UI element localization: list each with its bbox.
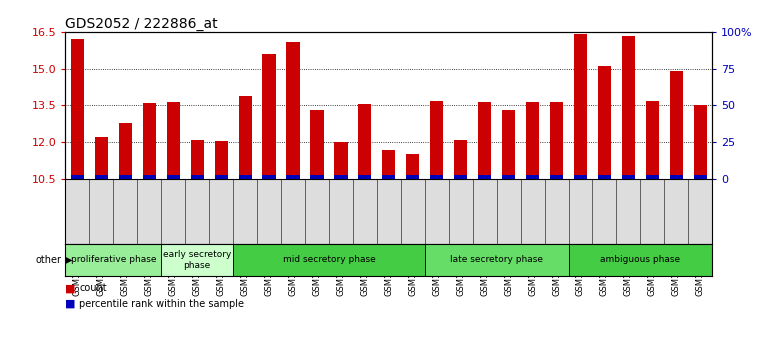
- Bar: [574, 175, 587, 179]
- Bar: [526, 102, 539, 179]
- Text: count: count: [79, 283, 107, 293]
- Bar: [71, 39, 84, 179]
- Bar: [334, 142, 347, 179]
- Bar: [670, 175, 683, 179]
- Bar: [191, 140, 204, 179]
- Bar: [574, 34, 587, 179]
- Bar: [215, 141, 228, 179]
- Bar: [382, 175, 396, 179]
- Text: ambiguous phase: ambiguous phase: [601, 256, 681, 264]
- Bar: [568, 244, 712, 276]
- Bar: [454, 175, 467, 179]
- Bar: [550, 102, 563, 179]
- Text: early secretory
phase: early secretory phase: [163, 250, 232, 270]
- Bar: [286, 42, 300, 179]
- Bar: [526, 175, 539, 179]
- Bar: [358, 104, 371, 179]
- Bar: [646, 101, 659, 179]
- Bar: [358, 175, 371, 179]
- Bar: [694, 105, 707, 179]
- Bar: [334, 175, 347, 179]
- Bar: [263, 175, 276, 179]
- Bar: [598, 175, 611, 179]
- Text: mid secretory phase: mid secretory phase: [283, 256, 375, 264]
- Bar: [407, 175, 420, 179]
- Bar: [215, 175, 228, 179]
- Text: ■: ■: [65, 283, 76, 293]
- Bar: [425, 244, 568, 276]
- Bar: [598, 66, 611, 179]
- Bar: [95, 137, 108, 179]
- Bar: [233, 244, 425, 276]
- Bar: [95, 175, 108, 179]
- Bar: [286, 175, 300, 179]
- Bar: [670, 71, 683, 179]
- Bar: [478, 175, 491, 179]
- Text: proliferative phase: proliferative phase: [71, 256, 156, 264]
- Text: GDS2052 / 222886_at: GDS2052 / 222886_at: [65, 17, 218, 31]
- Bar: [646, 175, 659, 179]
- Bar: [382, 150, 396, 179]
- Bar: [239, 175, 252, 179]
- Bar: [454, 140, 467, 179]
- Bar: [65, 244, 161, 276]
- Bar: [142, 103, 156, 179]
- Bar: [119, 175, 132, 179]
- Text: late secretory phase: late secretory phase: [450, 256, 543, 264]
- Bar: [119, 122, 132, 179]
- Bar: [166, 175, 180, 179]
- Bar: [622, 35, 635, 179]
- Bar: [502, 175, 515, 179]
- Bar: [71, 175, 84, 179]
- Bar: [161, 244, 233, 276]
- Bar: [239, 96, 252, 179]
- Text: ▶: ▶: [65, 255, 72, 265]
- Bar: [310, 175, 323, 179]
- Bar: [694, 175, 707, 179]
- Bar: [502, 110, 515, 179]
- Text: ■: ■: [65, 299, 76, 309]
- Bar: [142, 175, 156, 179]
- Bar: [550, 175, 563, 179]
- Text: percentile rank within the sample: percentile rank within the sample: [79, 299, 244, 309]
- Bar: [478, 102, 491, 179]
- Bar: [622, 175, 635, 179]
- Bar: [430, 101, 444, 179]
- Bar: [407, 154, 420, 179]
- Bar: [263, 54, 276, 179]
- Bar: [166, 102, 180, 179]
- Text: other: other: [35, 255, 62, 265]
- Bar: [430, 175, 444, 179]
- Bar: [191, 175, 204, 179]
- Bar: [310, 110, 323, 179]
